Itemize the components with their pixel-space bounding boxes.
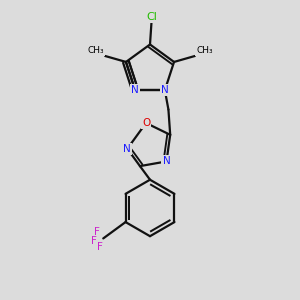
Text: N: N (124, 144, 131, 154)
Text: Cl: Cl (146, 12, 157, 22)
Text: CH₃: CH₃ (196, 46, 213, 55)
Text: F: F (94, 227, 100, 237)
Text: O: O (142, 118, 150, 128)
Text: N: N (161, 85, 169, 95)
Text: N: N (131, 85, 139, 95)
Text: F: F (97, 242, 103, 252)
Text: CH₃: CH₃ (87, 46, 104, 55)
Text: N: N (163, 156, 170, 167)
Text: F: F (91, 236, 97, 246)
